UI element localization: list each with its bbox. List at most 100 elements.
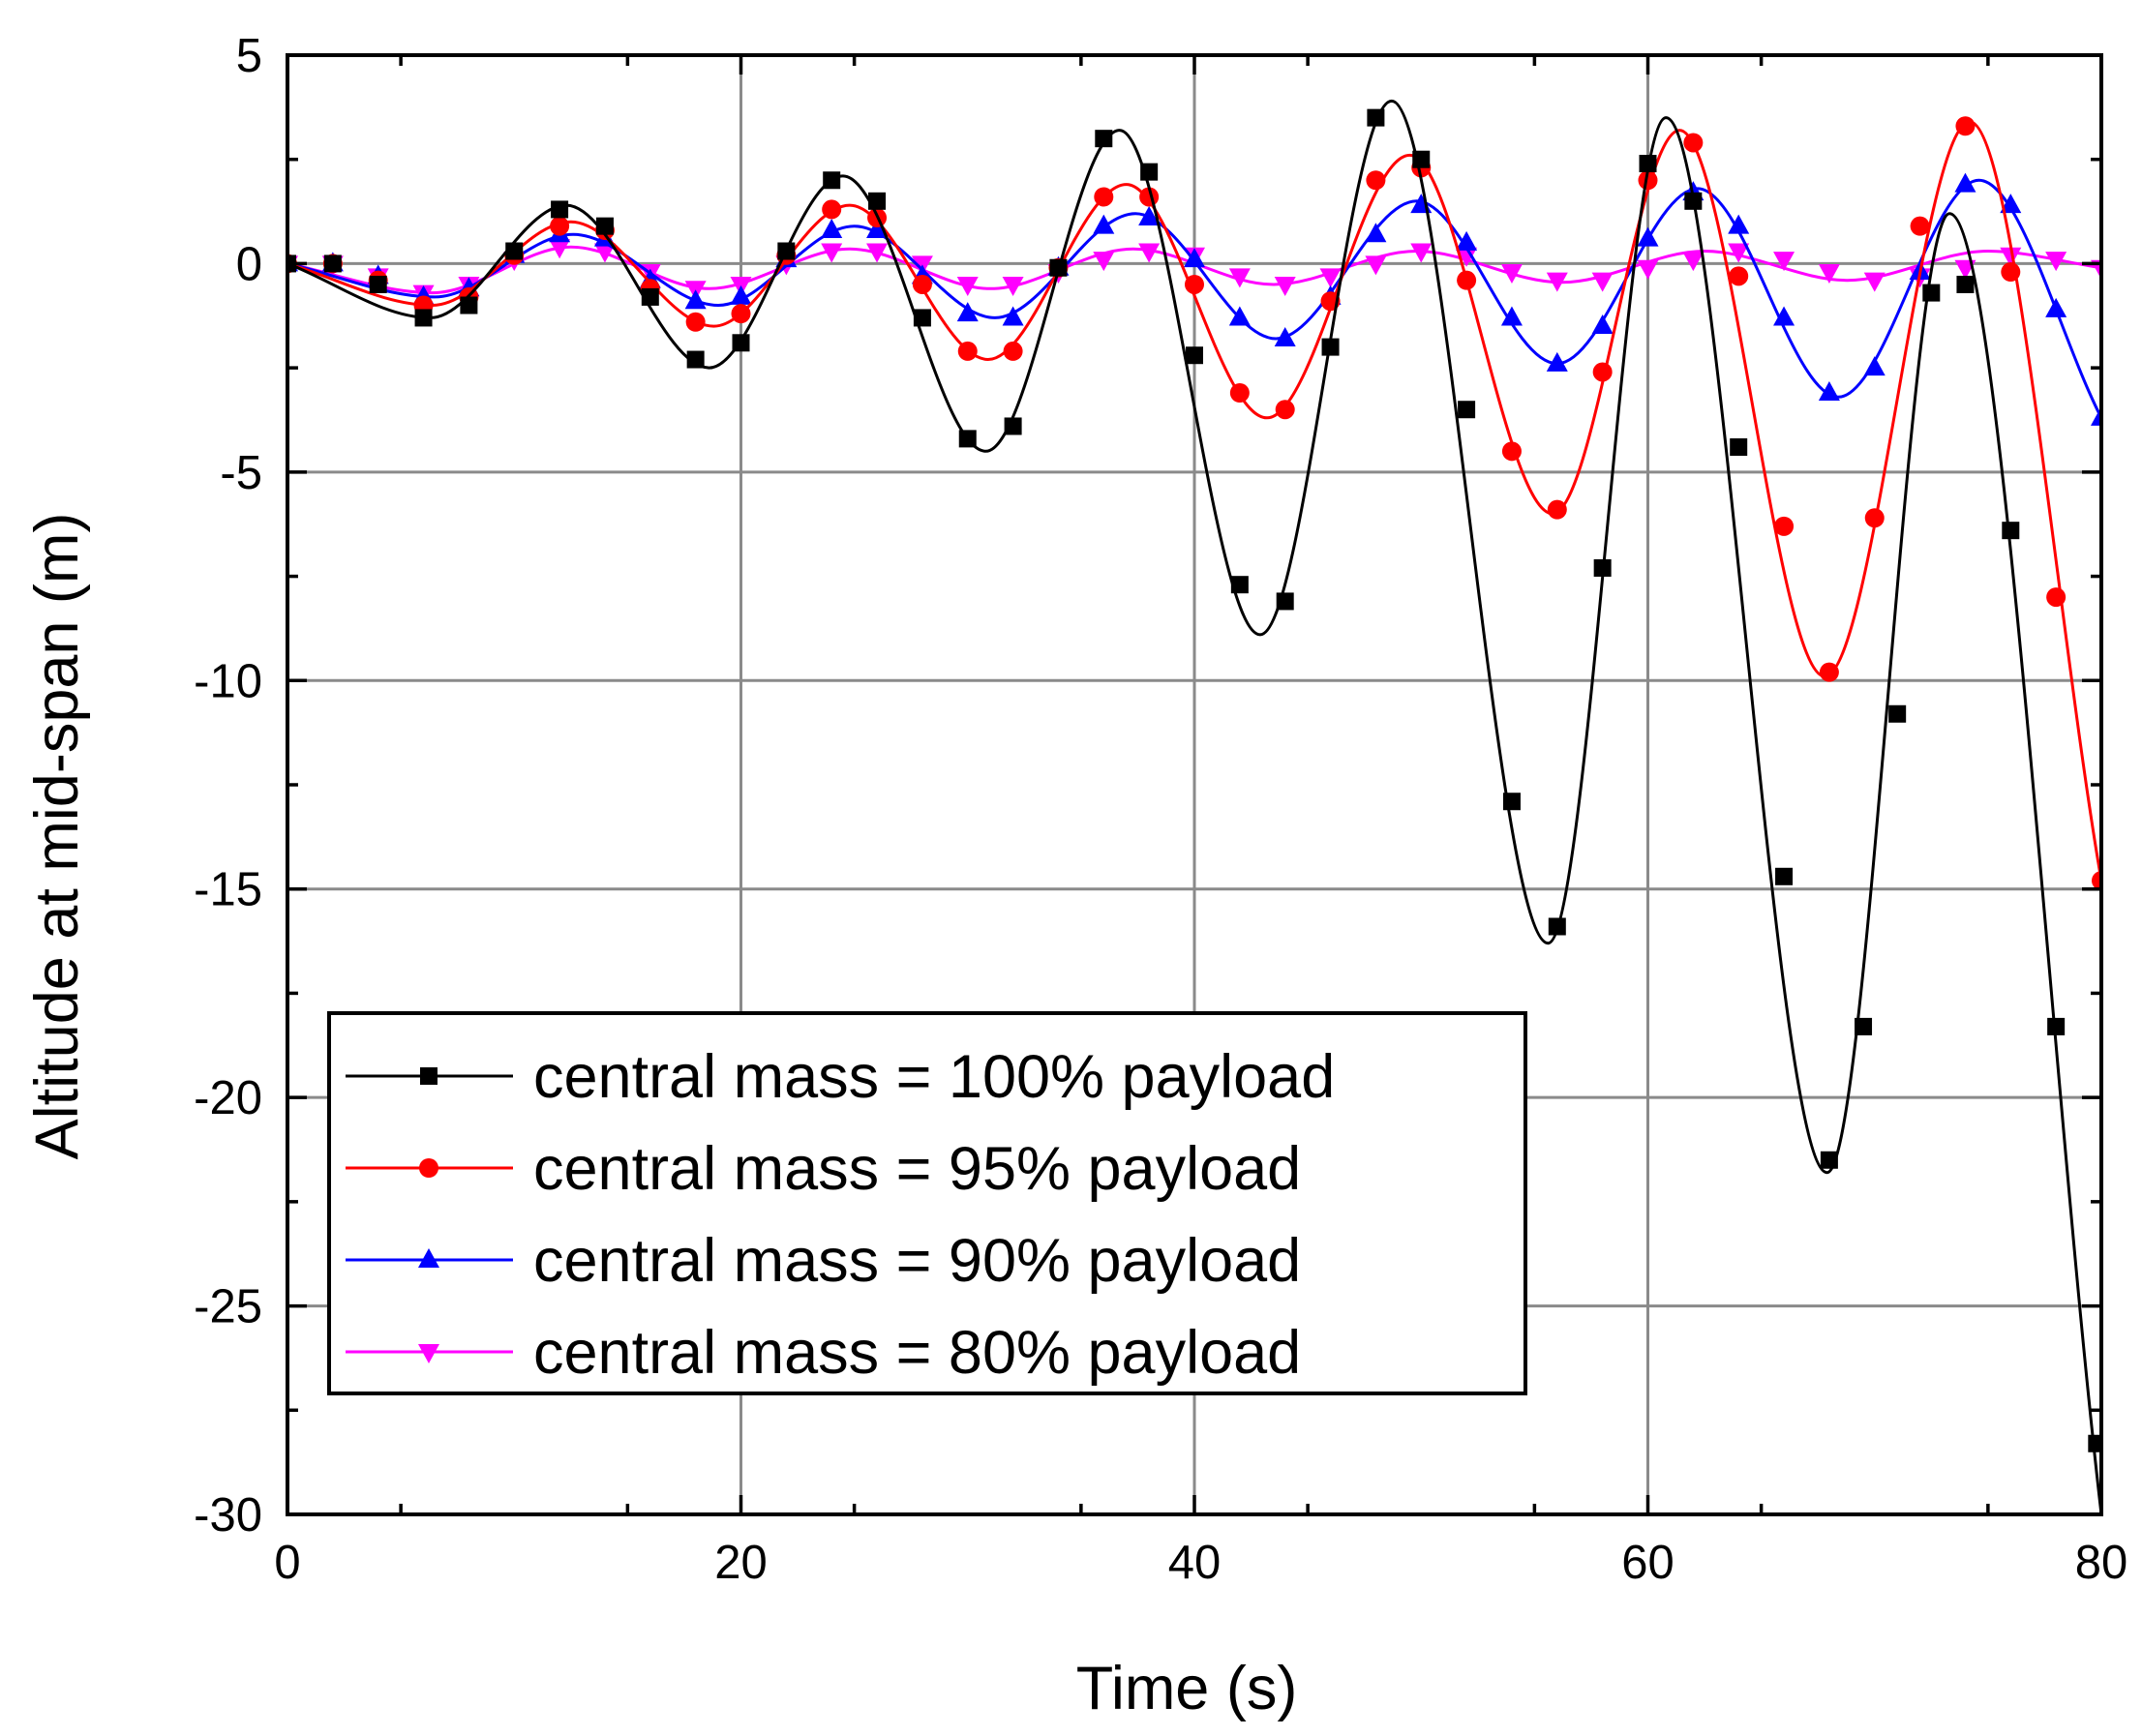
- data-point-80: [1410, 243, 1433, 263]
- series-line-90: [287, 178, 2101, 419]
- data-point-90: [1093, 214, 1115, 234]
- data-point-95: [1955, 116, 1976, 136]
- data-point-100: [2002, 522, 2020, 540]
- data-point-90: [1863, 356, 1886, 376]
- data-point-90: [1228, 306, 1251, 326]
- x-tick-label: 0: [274, 1537, 300, 1589]
- series-layer: [287, 99, 2101, 1514]
- data-point-95: [822, 199, 842, 220]
- data-point-100: [641, 287, 659, 306]
- series-100-payload: [287, 99, 2101, 1514]
- data-point-80: [1228, 268, 1251, 288]
- data-point-95: [912, 274, 932, 294]
- legend-box: [327, 1011, 1527, 1395]
- data-point-100: [1888, 704, 1907, 723]
- data-point-95: [1638, 170, 1658, 191]
- data-point-90: [956, 302, 979, 322]
- data-point-100: [1956, 275, 1975, 293]
- data-point-90: [1456, 230, 1478, 251]
- y-tick-label: -30: [194, 1489, 262, 1541]
- data-point-100: [2047, 1017, 2066, 1035]
- data-point-100: [1412, 150, 1431, 168]
- data-point-90: [1546, 351, 1568, 372]
- axis-ticks: [286, 53, 2103, 1516]
- y-tick-label: -10: [194, 655, 262, 707]
- data-point-90: [1002, 306, 1024, 326]
- data-point-100: [1502, 793, 1521, 811]
- legend-item-80: central mass = 80% payload: [346, 1319, 1301, 1387]
- data-point-80: [1863, 272, 1886, 292]
- data-point-80: [1682, 252, 1705, 272]
- data-point-90: [1591, 314, 1614, 335]
- data-point-80: [1319, 268, 1342, 288]
- data-point-100: [369, 275, 387, 293]
- data-point-80: [1093, 252, 1115, 272]
- data-point-95: [2092, 871, 2101, 891]
- data-point-100: [551, 200, 569, 219]
- data-point-95: [1547, 499, 1567, 520]
- data-point-100: [913, 309, 931, 327]
- data-point-100: [1855, 1017, 1873, 1035]
- data-point-80: [1818, 264, 1840, 284]
- y-axis-title: Altitude at mid-span (m): [23, 513, 91, 1160]
- data-point-80: [1546, 272, 1568, 292]
- data-point-95: [2001, 262, 2021, 283]
- data-point-95: [1229, 382, 1250, 403]
- data-point-100: [1775, 867, 1794, 885]
- x-tick-label: 60: [1621, 1537, 1674, 1589]
- data-point-95: [1185, 274, 1204, 294]
- data-point-100: [1820, 1151, 1838, 1169]
- data-point-80: [593, 243, 616, 263]
- data-point-80: [1456, 247, 1478, 267]
- data-point-100: [1730, 438, 1748, 457]
- data-point-100: [1186, 346, 1203, 365]
- data-point-95: [1819, 662, 1839, 682]
- data-point-95: [685, 312, 706, 332]
- data-point-90: [730, 284, 752, 305]
- data-point-100: [1140, 163, 1159, 181]
- data-point-100: [1004, 417, 1022, 435]
- y-tick-label: -15: [194, 864, 262, 916]
- y-tick-label: -20: [194, 1072, 262, 1124]
- data-point-90: [1500, 306, 1523, 326]
- data-point-100: [1922, 284, 1941, 302]
- data-point-80: [1365, 255, 1387, 276]
- data-point-90: [1954, 172, 1976, 193]
- data-point-90: [1637, 226, 1659, 247]
- data-point-95: [1864, 508, 1885, 528]
- legend-label: central mass = 95% payload: [533, 1135, 1301, 1203]
- legend-marker: [419, 1158, 438, 1178]
- data-point-100: [2088, 1434, 2101, 1452]
- data-point-100: [686, 350, 705, 369]
- data-point-100: [1230, 576, 1249, 594]
- legend-marker: [420, 1067, 437, 1085]
- data-point-80: [956, 276, 979, 296]
- data-point-100: [460, 296, 478, 314]
- data-point-95: [731, 304, 751, 324]
- data-point-90: [684, 289, 707, 310]
- data-point-80: [1500, 264, 1523, 284]
- data-point-95: [1729, 266, 1749, 286]
- y-tick-label: 5: [236, 30, 262, 82]
- data-point-80: [866, 243, 889, 263]
- data-point-100: [823, 171, 841, 190]
- data-point-80: [1728, 243, 1750, 263]
- data-point-90: [821, 218, 843, 238]
- data-point-100: [505, 242, 524, 260]
- data-point-80: [2045, 252, 2067, 272]
- x-tick-label: 40: [1168, 1537, 1222, 1589]
- data-point-100: [414, 309, 433, 327]
- legend-item-90: central mass = 90% payload: [346, 1227, 1301, 1295]
- data-point-90: [1818, 380, 1840, 401]
- data-point-100: [1276, 592, 1294, 611]
- data-point-90: [1138, 206, 1161, 226]
- data-point-80: [2000, 247, 2022, 267]
- y-tick-label: -25: [194, 1281, 262, 1333]
- data-point-80: [1138, 243, 1161, 263]
- data-point-95: [1683, 133, 1704, 153]
- data-point-100: [1095, 130, 1113, 148]
- data-point-95: [2046, 587, 2067, 608]
- data-point-90: [2091, 405, 2101, 426]
- data-point-90: [1184, 248, 1205, 268]
- data-point-100: [868, 192, 887, 210]
